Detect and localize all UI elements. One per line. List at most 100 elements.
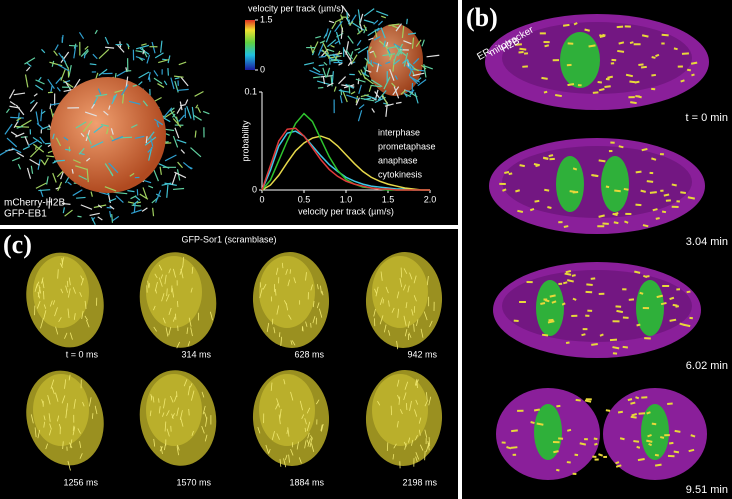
mitochondrion <box>651 73 656 77</box>
filament <box>165 327 169 337</box>
filament <box>426 276 429 286</box>
track <box>360 97 375 102</box>
cell <box>33 256 89 328</box>
filament <box>280 336 283 346</box>
track <box>86 133 92 145</box>
track <box>82 120 93 133</box>
mitochondrion <box>592 174 599 178</box>
mitochondrion <box>529 207 535 212</box>
track <box>327 39 337 48</box>
filament <box>47 395 51 405</box>
time-label: 6.02 min <box>686 360 728 372</box>
track <box>153 70 159 77</box>
filament <box>375 286 379 297</box>
mitochondrion <box>508 172 513 176</box>
filament <box>36 300 41 309</box>
filament <box>188 408 190 416</box>
filament <box>191 390 195 401</box>
track <box>194 130 197 138</box>
filament <box>283 300 287 305</box>
track <box>11 157 21 162</box>
filament <box>301 414 305 419</box>
mitochondrion <box>673 450 680 454</box>
cell <box>372 256 428 328</box>
track <box>174 75 184 78</box>
track <box>106 206 112 209</box>
cell <box>259 256 315 328</box>
filament <box>420 328 424 338</box>
track <box>141 207 148 212</box>
track <box>133 202 136 213</box>
filament <box>77 428 81 434</box>
track <box>46 155 55 158</box>
track <box>360 94 369 98</box>
mitochondrion <box>655 217 660 220</box>
track <box>395 101 402 104</box>
track <box>136 201 142 204</box>
filament <box>265 444 269 454</box>
filament <box>166 428 170 437</box>
mitochondrion <box>640 65 647 69</box>
track <box>11 147 22 154</box>
filament <box>276 398 280 408</box>
mitochondrion <box>635 396 640 400</box>
track <box>97 88 102 95</box>
track <box>377 90 387 101</box>
track <box>331 71 334 84</box>
track <box>197 106 202 114</box>
filament <box>72 426 76 436</box>
filament <box>168 268 171 274</box>
track <box>114 89 124 94</box>
track <box>393 59 401 66</box>
track <box>142 49 145 55</box>
track <box>138 71 150 79</box>
filament <box>271 430 275 440</box>
filament <box>306 407 311 414</box>
filament <box>283 458 287 468</box>
chromatin <box>601 156 629 212</box>
filament <box>202 405 206 415</box>
track <box>15 104 25 116</box>
filament <box>320 285 322 294</box>
filament <box>418 429 421 436</box>
track <box>13 121 19 128</box>
filament <box>284 454 288 461</box>
track <box>180 76 189 87</box>
track <box>132 200 139 206</box>
track <box>411 37 415 49</box>
filament <box>380 271 383 281</box>
mitochondrion <box>615 464 622 468</box>
track <box>406 18 408 25</box>
track <box>40 109 43 122</box>
filament <box>79 291 83 297</box>
filament <box>320 424 323 431</box>
track <box>121 93 125 104</box>
mitochondrion <box>671 183 677 187</box>
filament <box>91 413 94 419</box>
track <box>16 125 24 129</box>
filament <box>379 315 384 325</box>
track <box>103 110 109 116</box>
filament <box>413 295 417 302</box>
track <box>332 54 342 65</box>
track <box>413 67 419 72</box>
track <box>166 184 169 198</box>
track <box>8 89 15 99</box>
decoration <box>0 5 709 480</box>
filament <box>204 434 208 442</box>
filament <box>176 446 180 456</box>
filament <box>166 288 168 297</box>
filament <box>312 300 315 308</box>
track <box>333 86 337 92</box>
mitochondrion <box>592 91 599 94</box>
track <box>172 187 185 191</box>
mitochondrion <box>581 333 586 337</box>
filament <box>411 309 414 316</box>
filament <box>296 441 299 450</box>
mitochondrion <box>629 41 634 45</box>
filament <box>147 280 150 289</box>
track <box>321 41 330 55</box>
filament <box>201 426 205 434</box>
filament <box>403 284 406 291</box>
track <box>334 20 343 32</box>
